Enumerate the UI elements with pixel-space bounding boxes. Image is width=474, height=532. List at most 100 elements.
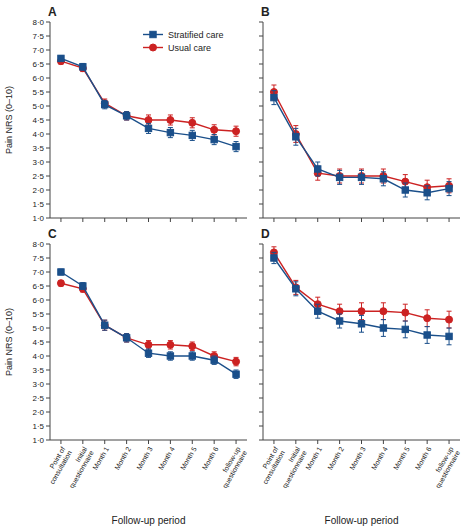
y-tick-label: 7·5 [32,254,44,263]
y-tick [259,314,263,315]
point [57,280,64,287]
y-tick-label: 4·5 [32,338,44,347]
point [402,187,408,193]
x-tick-label-line: Month 1 [91,446,110,471]
y-tick-label: 6·5 [32,60,44,69]
x-tick [104,440,105,444]
y-tick-label: 1·0 [32,214,44,223]
series-line [274,252,449,319]
x-tick [170,218,171,222]
panel: 1·01·52·02·53·03·54·04·55·05·56·06·57·07… [4,227,249,526]
y-tick [259,300,263,301]
y-tick [46,22,50,23]
x-tick [383,440,384,444]
error-bar [102,320,107,330]
y-tick [46,134,50,135]
x-tick [449,218,450,222]
x-tick-label: follow-upquestionnaire [214,446,249,490]
x-tick-label-line: consultation [48,449,73,485]
legend-marker [150,44,157,51]
point [380,308,387,315]
series [57,58,239,137]
series-line [274,92,449,187]
x-tick [192,440,193,444]
x-tick-label: Month 6 [414,446,433,471]
y-tick [259,426,263,427]
x-tick [170,440,171,444]
error-bar [212,135,217,145]
y-tick-label: 1·5 [32,422,44,431]
x-tick [339,440,340,444]
error-bar [381,172,386,186]
point [336,318,342,324]
x-tick-label-line: questionnaire [68,449,96,489]
y-tick [259,370,263,371]
error-bar [168,115,173,125]
x-tick-label-line: questionnaire [434,449,462,489]
y-tick [259,218,263,219]
y-tick [46,370,50,371]
legend-label: Usual care [168,43,211,53]
error-bar [381,320,386,337]
error-bar [234,357,239,365]
x-tick [449,440,450,444]
x-tick-label: Month 1 [91,446,110,471]
error-bar [447,328,452,345]
error-bar [80,283,85,290]
y-tick [46,162,50,163]
y-tick-label: 2·0 [32,186,44,195]
error-bar [102,100,107,108]
y-tick [259,78,263,79]
x-axis-label: Follow-up period [112,515,186,526]
y-tick [46,328,50,329]
error-bar [124,334,129,342]
y-axis-label: Pain NRS (0–10) [4,308,14,376]
error-bar [337,170,342,184]
y-tick [259,398,263,399]
y-tick-label: 2·0 [32,408,44,417]
y-tick [46,50,50,51]
error-bar [425,310,430,327]
y-tick-label: 3·5 [32,366,44,375]
y-tick [259,272,263,273]
x-tick [126,440,127,444]
x-tick-label-line: Month 5 [392,446,411,471]
x-tick-label-line: Month 3 [348,446,367,471]
point [271,94,277,100]
point [293,134,299,140]
y-tick-label: 4·5 [32,116,44,125]
y-tick [259,328,263,329]
point [167,117,174,124]
y-tick [46,300,50,301]
error-bar [403,304,408,321]
point [167,341,174,348]
y-tick [46,64,50,65]
panel-label: D [261,227,270,241]
error-bar [190,352,195,360]
y-tick-label: 6·0 [32,74,44,83]
point [123,335,129,341]
point [402,326,408,332]
y-tick [259,412,263,413]
point [424,315,431,322]
y-tick-label: 2·5 [32,172,44,181]
y-tick [46,412,50,413]
y-tick [46,78,50,79]
error-bar [315,162,320,176]
y-tick [259,120,263,121]
y-tick-label: 4·0 [32,130,44,139]
panel-label: C [48,227,57,241]
y-tick [46,218,50,219]
x-tick-label: Month 3 [348,446,367,471]
point [211,136,217,142]
figure: 1·01·52·02·53·03·54·04·55·05·56·06·57·07… [0,0,474,532]
point [336,174,342,180]
x-tick [273,218,274,222]
y-tick [46,258,50,259]
error-bar [425,186,430,200]
series-line [274,258,449,336]
error-bar [58,269,63,275]
error-bar [146,349,151,357]
x-tick [273,440,274,444]
y-tick [259,148,263,149]
